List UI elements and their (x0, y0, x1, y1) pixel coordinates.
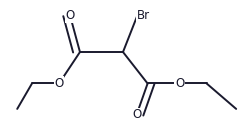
Text: Br: Br (137, 9, 150, 22)
Text: O: O (65, 9, 75, 22)
Text: O: O (175, 77, 184, 90)
Text: O: O (54, 77, 64, 90)
Text: O: O (132, 108, 141, 121)
